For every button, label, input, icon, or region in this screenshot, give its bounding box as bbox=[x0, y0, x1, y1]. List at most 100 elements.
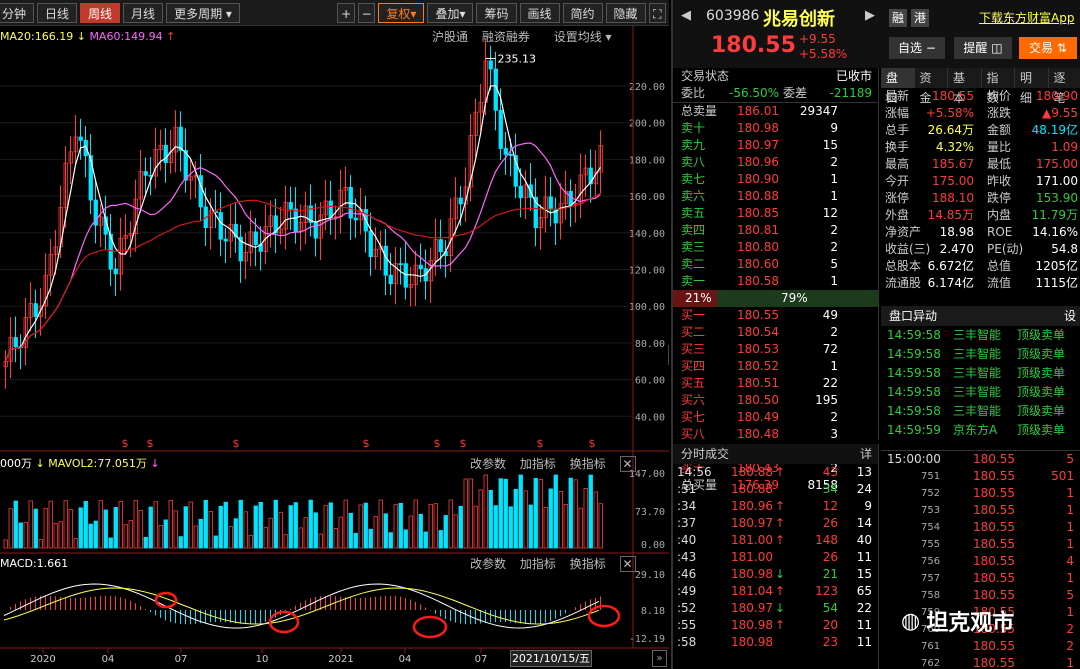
vol-add-indicator-button[interactable]: 加指标 bbox=[519, 457, 556, 471]
sell-level-row[interactable]: 卖九 180.97 15 bbox=[673, 137, 878, 154]
sell-level-row[interactable]: 卖八 180.96 2 bbox=[673, 154, 878, 171]
sell-level-row[interactable]: 卖七 180.90 1 bbox=[673, 171, 878, 188]
zoom-in-button[interactable]: + bbox=[337, 2, 355, 23]
buy-level-row[interactable]: 买八 180.48 3 bbox=[673, 426, 878, 443]
buy-level-row[interactable]: 买二 180.54 2 bbox=[673, 324, 878, 341]
stats-tab-5[interactable]: 逐笔 bbox=[1048, 68, 1080, 105]
more-periods-label: 更多周期 bbox=[174, 6, 223, 21]
buy-level-row[interactable]: 买十 180.43 2 bbox=[673, 460, 878, 477]
trade-seq: 752 bbox=[921, 488, 941, 499]
stats-tab-3[interactable]: 指数 bbox=[981, 68, 1015, 105]
draw-line-button[interactable]: 画线 bbox=[519, 2, 560, 23]
dividend-marker[interactable]: $ bbox=[537, 437, 544, 450]
fullscreen-icon[interactable]: ⛶ bbox=[648, 2, 667, 23]
buy-level-row[interactable]: 买三 180.53 72 bbox=[673, 341, 878, 358]
ma-settings-dropdown[interactable]: 设置均线 ▾ bbox=[553, 30, 612, 44]
stats-tab-4[interactable]: 明细 bbox=[1015, 68, 1049, 105]
trade-price: 180.55 bbox=[973, 503, 1015, 517]
period-minute-tab[interactable]: 分钟 bbox=[0, 2, 35, 23]
stat-label: 昨收 bbox=[987, 174, 1012, 188]
dividend-marker[interactable]: $ bbox=[363, 437, 370, 450]
margin-trading-link[interactable]: 融资融券 bbox=[481, 30, 530, 44]
macd-edit-params-button[interactable]: 改参数 bbox=[470, 557, 507, 571]
candle-body bbox=[118, 237, 123, 275]
stats-tab-2[interactable]: 基本 bbox=[948, 68, 982, 105]
dividend-marker[interactable]: $ bbox=[434, 437, 441, 450]
tick-count: 15 bbox=[856, 567, 872, 581]
alert-row[interactable]: 14:59:58 三丰智能 顶级卖单 bbox=[881, 345, 1080, 364]
sell-level-row[interactable]: 卖三 180.80 2 bbox=[673, 239, 878, 256]
stat-label: 量比 bbox=[987, 140, 1012, 154]
alert-row[interactable]: 14:59:58 三丰智能 顶级卖单 bbox=[881, 364, 1080, 383]
hk-tag[interactable]: 港 bbox=[911, 9, 929, 27]
macd-switch-indicator-button[interactable]: 换指标 bbox=[569, 557, 606, 571]
period-month-tab[interactable]: 月线 bbox=[123, 2, 164, 23]
vol-switch-indicator-button[interactable]: 换指标 bbox=[569, 457, 606, 471]
tick-detail-button[interactable]: 详 bbox=[859, 447, 872, 461]
dividend-marker[interactable]: $ bbox=[233, 437, 240, 450]
close-icon[interactable]: ✕ bbox=[619, 456, 636, 472]
close-icon[interactable]: ✕ bbox=[619, 556, 636, 572]
sell-level-volume: 1 bbox=[830, 274, 838, 288]
adjust-dropdown[interactable]: 复权▾ bbox=[378, 2, 425, 23]
period-day-tab[interactable]: 日线 bbox=[37, 2, 78, 23]
hk-connect-link[interactable]: 沪股通 bbox=[432, 30, 469, 44]
alerts-settings-button[interactable]: 设 bbox=[1063, 309, 1076, 323]
sell-level-row[interactable]: 卖十 180.98 9 bbox=[673, 120, 878, 137]
remind-button[interactable]: 提醒 ◫ bbox=[954, 37, 1012, 59]
kline-chart-area[interactable]: 分钟 日线 周线 月线 更多周期 ▾ + − 复权▾ 叠加▾ 筹码 画线 简约 … bbox=[0, 0, 669, 669]
trade-button[interactable]: 交易 ⇅ bbox=[1019, 37, 1077, 59]
volume-bar bbox=[473, 505, 478, 549]
buy-level-row[interactable]: 买五 180.51 22 bbox=[673, 375, 878, 392]
sell-level-row[interactable]: 卖六 180.88 1 bbox=[673, 188, 878, 205]
sell-level-row[interactable]: 卖二 180.60 5 bbox=[673, 256, 878, 273]
vol-edit-params-button[interactable]: 改参数 bbox=[470, 457, 507, 471]
stats-tab-1[interactable]: 资金 bbox=[914, 68, 948, 105]
macd-add-indicator-button[interactable]: 加指标 bbox=[519, 557, 556, 571]
sell-level-row[interactable]: 卖一 180.58 1 bbox=[673, 273, 878, 290]
buy-level-row[interactable]: 买四 180.52 1 bbox=[673, 358, 878, 375]
scroll-right-icon[interactable]: » bbox=[652, 650, 667, 667]
buy-level-row[interactable]: 买七 180.49 2 bbox=[673, 409, 878, 426]
stats-tab-0[interactable]: 盘口 bbox=[881, 68, 915, 105]
sell-level-row[interactable]: 卖五 180.85 12 bbox=[673, 205, 878, 222]
candle-body bbox=[243, 251, 248, 262]
tick-arrow-icon: ↓ bbox=[775, 567, 786, 581]
dividend-marker[interactable]: $ bbox=[122, 437, 129, 450]
buy-level-row[interactable]: 买一 180.55 49 bbox=[673, 307, 878, 324]
sell-level-row[interactable]: 卖四 180.81 2 bbox=[673, 222, 878, 239]
alert-row[interactable]: 14:59:58 三丰智能 顶级卖单 bbox=[881, 326, 1080, 345]
collapse-panel-handle[interactable]: › bbox=[668, 345, 669, 365]
dividend-marker[interactable]: $ bbox=[147, 437, 154, 450]
overlay-dropdown[interactable]: 叠加▾ bbox=[427, 2, 474, 23]
volume-bar bbox=[153, 501, 158, 549]
download-app-link[interactable]: 下载东方财富App bbox=[979, 11, 1075, 25]
volume-bar bbox=[538, 479, 543, 549]
trade-row: 753 180.55 1 bbox=[881, 502, 1080, 519]
price-change-pct: +5.58% bbox=[799, 47, 848, 61]
period-week-tab[interactable]: 周线 bbox=[80, 2, 121, 23]
next-stock-icon[interactable]: ▶ bbox=[865, 8, 875, 23]
margin-tag[interactable]: 融 bbox=[889, 9, 907, 27]
alert-row[interactable]: 14:59:58 三丰智能 顶级卖单 bbox=[881, 383, 1080, 402]
dividend-marker[interactable]: $ bbox=[589, 437, 596, 450]
volume-bar bbox=[428, 503, 433, 549]
prev-stock-icon[interactable]: ◀ bbox=[681, 8, 691, 23]
buy-level-row[interactable]: 买六 180.50 195 bbox=[673, 392, 878, 409]
alert-row[interactable]: 14:59:59 京东方A 顶级卖单 bbox=[881, 421, 1080, 440]
alert-row[interactable]: 14:59:58 三丰智能 顶级卖单 bbox=[881, 402, 1080, 421]
sell-level-label: 卖二 bbox=[681, 257, 706, 271]
zoom-out-button[interactable]: − bbox=[357, 2, 376, 23]
volume-bar bbox=[98, 500, 103, 549]
hide-button[interactable]: 隐藏 bbox=[605, 2, 646, 23]
dividend-marker[interactable]: $ bbox=[460, 437, 467, 450]
wechat-icon: ◍ bbox=[901, 608, 921, 634]
simple-button[interactable]: 简约 bbox=[562, 2, 603, 23]
chips-button[interactable]: 筹码 bbox=[476, 2, 517, 23]
candle-body bbox=[128, 233, 133, 236]
stat-label: 总股本 bbox=[885, 259, 922, 273]
add-watchlist-button[interactable]: 自选 − bbox=[889, 37, 945, 59]
volume-bar bbox=[58, 521, 63, 549]
more-periods-dropdown[interactable]: 更多周期 ▾ bbox=[166, 2, 240, 23]
annotation-circle bbox=[154, 591, 178, 609]
